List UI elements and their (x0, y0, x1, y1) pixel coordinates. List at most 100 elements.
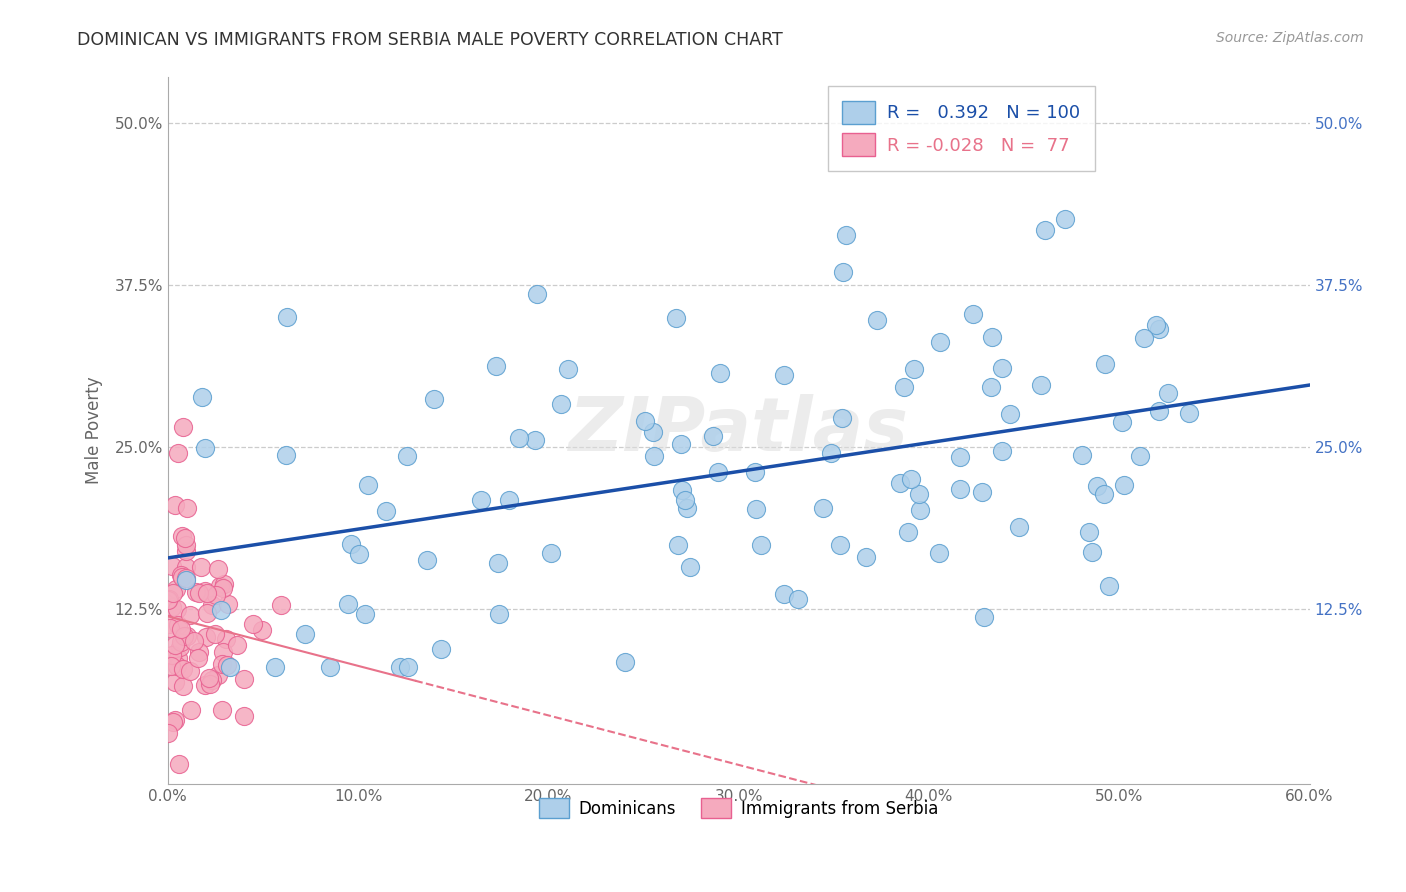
Point (172, 679, 194, 693)
Point (242, 616, 264, 631)
Point (211, 703, 233, 717)
Point (745, 501, 768, 516)
Point (190, 559, 212, 574)
Point (1080, 545, 1102, 559)
Point (1147, 321, 1170, 335)
Point (191, 390, 214, 404)
Point (908, 503, 931, 517)
Point (498, 492, 520, 507)
Point (212, 576, 235, 591)
Point (1085, 478, 1108, 492)
Point (671, 483, 693, 498)
Point (811, 500, 834, 515)
Point (357, 478, 380, 492)
Point (949, 450, 972, 464)
Point (157, 592, 180, 607)
Point (353, 607, 375, 622)
Point (160, 599, 183, 614)
Point (1111, 415, 1133, 429)
Point (250, 624, 273, 638)
Point (340, 537, 363, 551)
Point (488, 607, 510, 621)
Point (1070, 448, 1092, 462)
Point (217, 597, 239, 611)
Point (200, 673, 222, 687)
Point (208, 579, 231, 593)
Point (174, 531, 197, 545)
Point (613, 655, 636, 669)
Point (707, 465, 730, 479)
Point (162, 648, 184, 662)
Point (702, 429, 724, 443)
Point (183, 634, 205, 648)
Point (172, 570, 194, 584)
Point (1000, 407, 1022, 421)
Point (666, 538, 689, 552)
Point (319, 660, 342, 674)
Point (274, 448, 297, 462)
Point (294, 626, 316, 640)
Point (1094, 358, 1116, 372)
Point (643, 425, 665, 439)
Point (337, 597, 360, 611)
Point (225, 638, 247, 652)
Point (162, 715, 184, 730)
Point (166, 602, 188, 616)
Point (1144, 318, 1167, 333)
Point (1149, 404, 1171, 418)
Point (679, 559, 702, 574)
Point (179, 607, 201, 622)
Point (207, 562, 229, 576)
Point (157, 617, 180, 632)
Point (889, 476, 911, 491)
Point (219, 660, 242, 674)
Point (709, 366, 731, 380)
Point (396, 660, 419, 674)
Point (173, 629, 195, 643)
Point (744, 465, 766, 479)
Point (194, 584, 217, 599)
Point (198, 671, 221, 685)
Point (831, 411, 853, 425)
Point (665, 311, 688, 326)
Point (820, 446, 842, 460)
Point (981, 330, 1004, 344)
Point (165, 675, 187, 690)
Legend: Dominicans, Immigrants from Serbia: Dominicans, Immigrants from Serbia (531, 791, 945, 825)
Point (508, 431, 530, 445)
Point (276, 310, 298, 324)
Point (374, 504, 396, 518)
Point (211, 657, 233, 671)
Point (233, 709, 256, 723)
Text: DOMINICAN VS IMMIGRANTS FROM SERBIA MALE POVERTY CORRELATION CHART: DOMINICAN VS IMMIGRANTS FROM SERBIA MALE… (77, 31, 783, 49)
Point (1098, 579, 1121, 593)
Point (485, 359, 508, 374)
Point (179, 664, 201, 678)
Point (211, 645, 233, 659)
Point (194, 678, 217, 692)
Point (927, 546, 949, 560)
Point (264, 660, 287, 674)
Point (166, 446, 188, 460)
Point (170, 622, 193, 636)
Point (786, 591, 808, 606)
Point (167, 618, 190, 632)
Point (200, 599, 222, 613)
Point (174, 559, 197, 574)
Point (174, 573, 197, 587)
Point (184, 585, 207, 599)
Point (1178, 406, 1201, 420)
Point (160, 658, 183, 673)
Point (1077, 525, 1099, 540)
Point (1133, 331, 1156, 345)
Point (180, 703, 202, 717)
Point (897, 524, 920, 539)
Point (540, 545, 562, 559)
Point (204, 627, 226, 641)
Point (643, 449, 665, 463)
Point (866, 312, 889, 326)
Point (949, 482, 972, 496)
Point (162, 558, 184, 573)
Point (169, 640, 191, 654)
Point (415, 553, 437, 567)
